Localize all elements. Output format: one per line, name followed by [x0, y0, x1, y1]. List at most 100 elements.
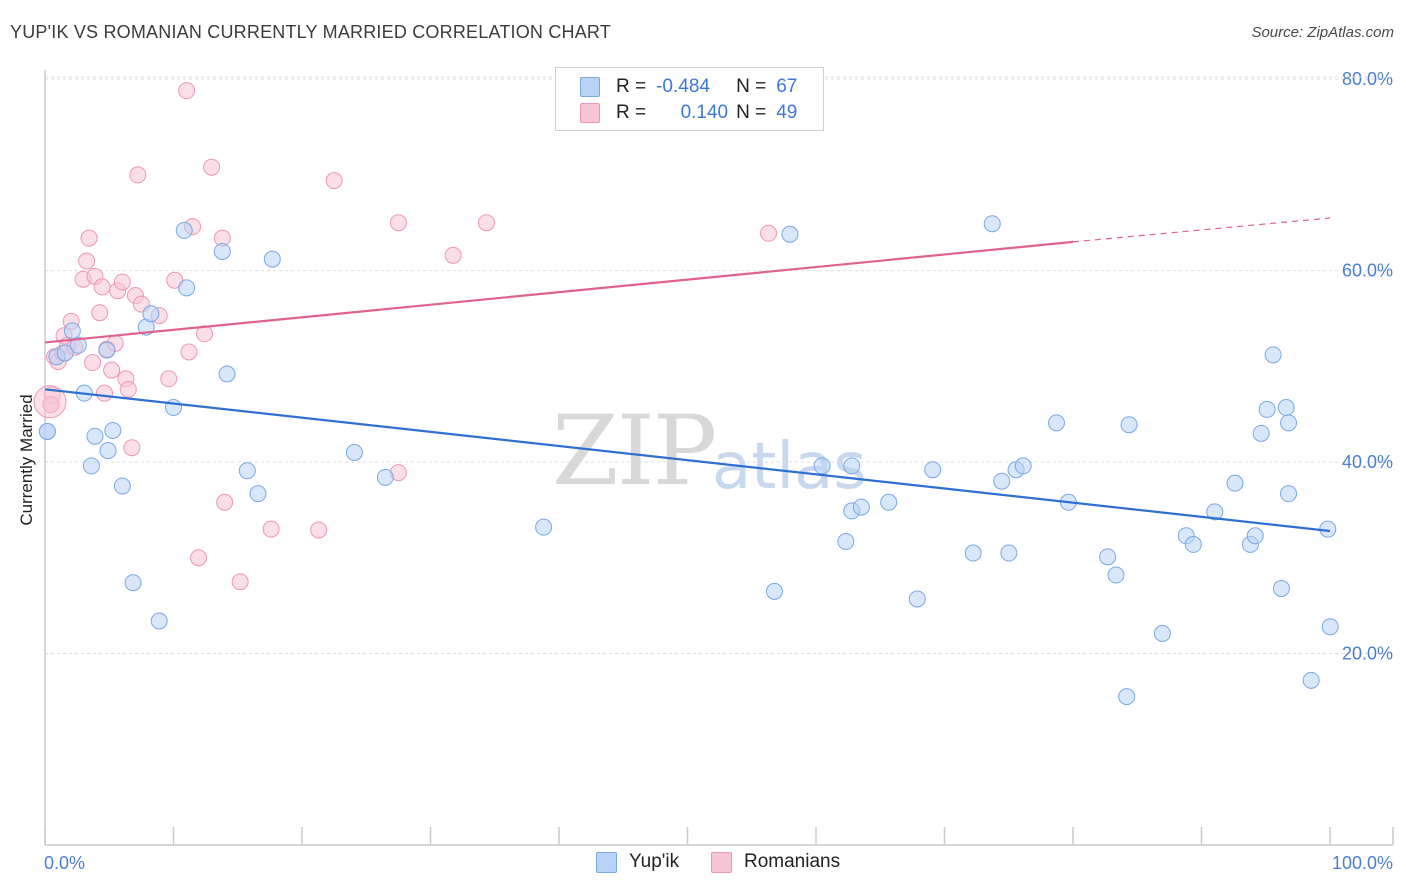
yupik-point-65: [1321, 618, 1339, 636]
yupik-point-51: [1184, 535, 1202, 553]
romanian-point-46: [760, 224, 778, 242]
yupik-point-37: [964, 544, 982, 562]
yupik-point-18: [178, 279, 196, 297]
yupik-legend-label: Yup'ik: [629, 851, 680, 872]
y-tick-label-40: 40.0%: [1342, 452, 1393, 472]
yupik-point-49: [1153, 624, 1171, 642]
romanian-point-15: [93, 278, 111, 296]
yupik-point-57: [1258, 400, 1276, 418]
yupik-point-7: [86, 427, 104, 445]
yupik-point-3: [63, 322, 81, 340]
yupik-point-38: [983, 215, 1001, 233]
yupik-point-66: [38, 422, 56, 440]
yupik-n-value: 67: [776, 76, 798, 97]
yupik-point-4: [69, 336, 87, 354]
yupik-point-52: [1206, 503, 1224, 521]
romanian-point-large: [33, 385, 67, 419]
yupik-point-59: [1272, 579, 1290, 597]
romanian-point-44: [444, 246, 462, 264]
yupik-n-label: N =: [736, 76, 767, 97]
y-tick-label-20: 20.0%: [1342, 644, 1393, 664]
yupik-swatch: [580, 77, 600, 97]
yupik-point-60: [1277, 399, 1295, 417]
y-tick-label-60: 60.0%: [1342, 261, 1393, 281]
x-tick-label-max: 100.0%: [1332, 853, 1393, 873]
romanian-swatch: [580, 103, 600, 123]
yupik-point-56: [1252, 424, 1270, 442]
yupik-point-29: [813, 457, 831, 475]
romanian-point-29: [160, 370, 178, 388]
yupik-point-62: [1280, 414, 1298, 432]
romanian-point-34: [190, 549, 208, 567]
watermark-zip: ZIP: [552, 395, 717, 507]
yupik-point-40: [1000, 544, 1018, 562]
yupik-point-63: [1302, 671, 1320, 689]
yupik-legend-swatch: [596, 851, 617, 873]
romanian-point-38: [216, 493, 234, 511]
yupik-point-24: [345, 444, 363, 462]
stats-legend: R = -0.484 N = 67 R = 0.140 N = 49: [555, 67, 824, 131]
yupik-point-32: [843, 457, 861, 475]
yupik-point-12: [124, 574, 142, 592]
source-note: Source: ZipAtlas.com: [1251, 24, 1394, 41]
yupik-point-27: [781, 225, 799, 243]
yupik-trend-line: [44, 388, 1331, 533]
romanian-point-43: [389, 214, 407, 232]
romanian-point-41: [325, 172, 343, 190]
yupik-point-2: [56, 344, 74, 362]
yupik-point-23: [263, 250, 281, 268]
romanian-r-label: R =: [616, 102, 647, 123]
romanian-point-23: [119, 380, 137, 398]
romanian-point-32: [180, 343, 198, 361]
yupik-point-45: [1099, 548, 1117, 566]
romanian-point-40: [310, 521, 328, 539]
yupik-point-17: [175, 221, 193, 239]
yupik-point-58: [1264, 346, 1282, 364]
yupik-point-26: [535, 518, 553, 536]
watermark-atlas: atlas: [712, 430, 867, 504]
yupik-point-15: [150, 612, 168, 630]
yupik-point-39: [993, 472, 1011, 490]
y-axis-label: Currently Married: [17, 394, 36, 525]
yupik-point-43: [1048, 414, 1065, 432]
yupik-point-47: [1118, 688, 1136, 706]
romanian-point-45: [477, 214, 495, 232]
legend-row-romanians: R = 0.140 N = 49: [580, 100, 797, 126]
romanian-trend-line: [44, 240, 1074, 344]
romanian-point-14: [91, 304, 109, 322]
romanian-point-21: [113, 273, 131, 291]
yupik-point-20: [218, 365, 236, 383]
romanian-point-26: [129, 166, 147, 184]
yupik-r-value: -0.484: [656, 76, 710, 97]
yupik-point-61: [1280, 485, 1298, 503]
yupik-point-19: [213, 242, 231, 260]
y-tick-label-80: 80.0%: [1342, 69, 1393, 89]
yupik-point-42: [1014, 457, 1032, 475]
yupik-point-10: [104, 421, 122, 439]
romanian-legend-label: Romanians: [744, 851, 841, 872]
romanian-point-10: [78, 252, 96, 270]
yupik-point-53: [1226, 474, 1244, 492]
yupik-point-21: [238, 462, 256, 480]
romanian-r-value: 0.140: [680, 102, 729, 123]
yupik-point-48: [1120, 416, 1138, 434]
yupik-point-25: [376, 468, 394, 486]
romanian-n-value: 49: [776, 102, 798, 123]
yupik-r-label: R =: [616, 76, 647, 97]
romanian-point-24: [123, 439, 141, 457]
yupik-point-8: [98, 341, 116, 359]
yupik-point-14: [142, 305, 160, 323]
romanian-point-39: [231, 573, 249, 591]
chart-title: YUP'IK VS ROMANIAN CURRENTLY MARRIED COR…: [10, 22, 611, 42]
romanian-point-36: [203, 158, 221, 176]
romanian-point-18: [103, 361, 121, 379]
x-tick-label-min: 0.0%: [44, 853, 85, 873]
romanian-legend-swatch: [711, 851, 732, 873]
yupik-point-6: [82, 457, 100, 475]
romanian-point-30: [166, 271, 184, 289]
romanian-point-31: [178, 82, 196, 100]
yupik-point-46: [1107, 566, 1125, 584]
romanian-point-16: [96, 384, 113, 402]
bottom-legend-romanians: Romanians: [711, 851, 840, 873]
